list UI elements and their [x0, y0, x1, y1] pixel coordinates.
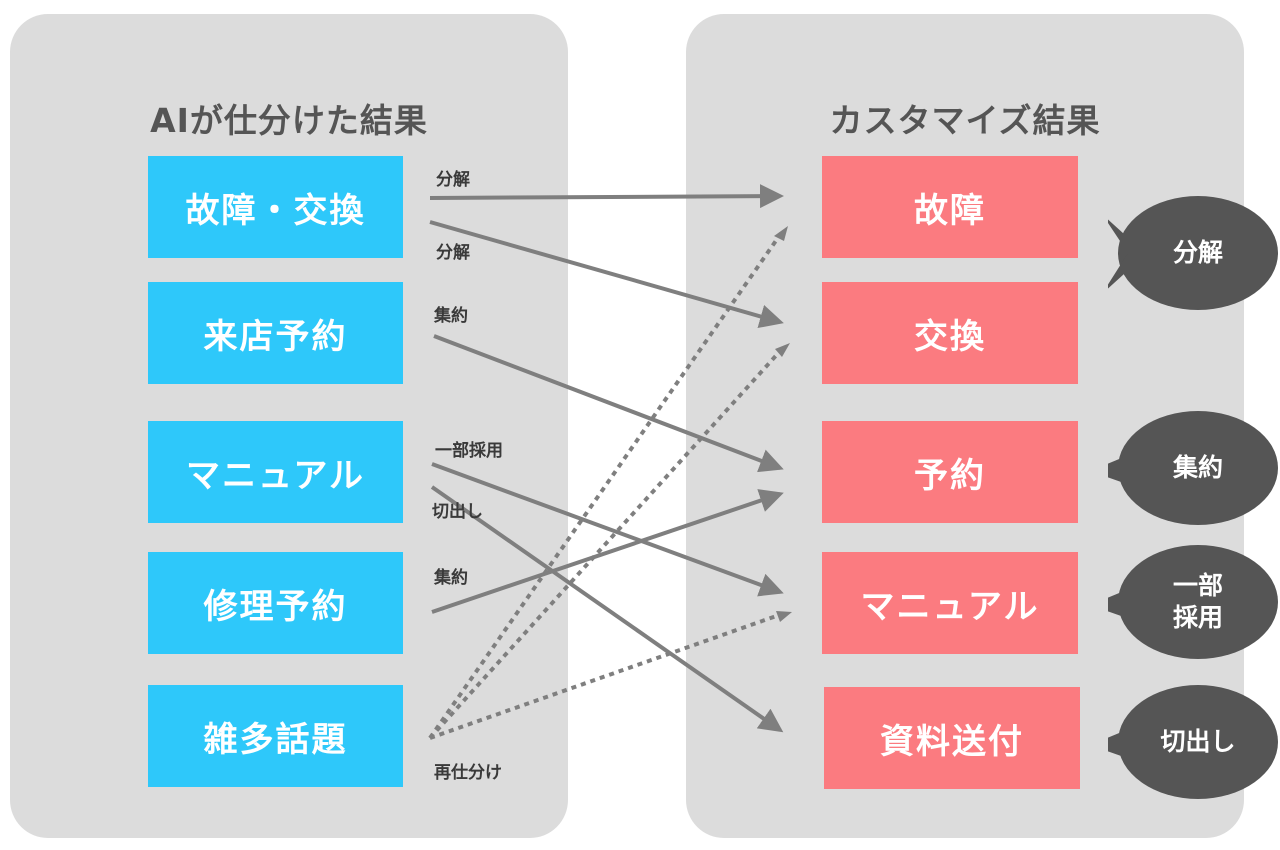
ai-box-manual: マニュアル [148, 421, 403, 523]
custom-box-reservation: 予約 [822, 421, 1078, 523]
custom-box-failure: 故障 [822, 156, 1078, 258]
bubble-partial-text: 一部 採用 [1172, 571, 1223, 632]
custom-result-title: カスタマイズ結果 [829, 101, 1101, 140]
dotted-arrow-misc-to-manual [429, 612, 783, 740]
edge-label-resort: 再仕分け [434, 763, 502, 783]
custom-box-document-send: 資料送付 [824, 687, 1080, 789]
arrow-repair-to-reservation [431, 489, 784, 614]
edge-label-merge-2: 集約 [434, 568, 468, 588]
arrow-manual-to-manual [431, 462, 784, 597]
bubble-split-text: 分解 [1172, 238, 1223, 267]
ai-box-store-reservation: 来店予約 [148, 282, 403, 384]
dotted-arrow-misc-to-exchange [428, 347, 784, 740]
bubble-merge-text: 集約 [1172, 453, 1223, 482]
arrow-manual-to-document [430, 485, 784, 733]
ai-box-repair-reservation: 修理予約 [148, 552, 403, 654]
edge-label-partial: 一部採用 [435, 441, 503, 461]
bubble-cutout-text: 切出し [1160, 727, 1236, 756]
dotted-arrowhead-manual [776, 611, 792, 622]
dotted-arrowhead-exchange [775, 343, 790, 357]
bubble-split: 分解 [1108, 194, 1278, 312]
dotted-arrow-misc-to-failure [428, 230, 784, 740]
edge-label-cutout: 切出し [432, 502, 483, 522]
edge-label-split-2: 分解 [436, 243, 470, 263]
ai-box-failure-exchange: 故障・交換 [148, 156, 403, 258]
bubble-cutout: 切出し [1108, 683, 1278, 801]
edge-label-split-1: 分解 [436, 170, 470, 190]
bubble-partial: 一部 採用 [1108, 543, 1278, 661]
dotted-arrowhead-failure [774, 226, 788, 241]
bubble-merge: 集約 [1108, 409, 1278, 527]
arrow-store-to-reservation [433, 334, 784, 473]
arrow-failure-to-exchange [429, 220, 784, 329]
custom-box-manual: マニュアル [822, 552, 1078, 654]
custom-box-exchange: 交換 [822, 282, 1078, 384]
edge-label-merge-1: 集約 [434, 306, 468, 326]
arrow-failure-to-failure [429, 184, 784, 209]
ai-box-misc-topics: 雑多話題 [148, 685, 403, 787]
ai-result-title: AIが仕分けた結果 [150, 101, 428, 140]
